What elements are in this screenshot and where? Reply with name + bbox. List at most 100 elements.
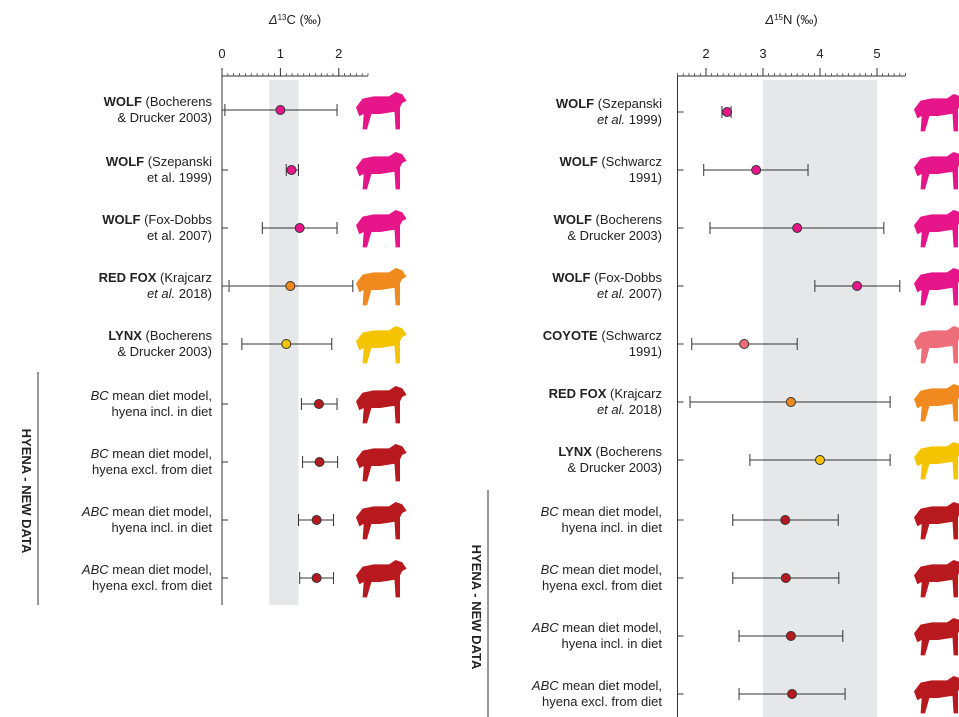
- text-part: C (‰): [286, 12, 321, 27]
- row-label: ABC mean diet model,: [81, 562, 212, 577]
- chart: Δ13C (‰)012WOLF (Bocherens& Drucker 2003…: [0, 0, 959, 717]
- text-part: hyena incl. in diet: [112, 404, 213, 419]
- row-label: ABC mean diet model,: [531, 678, 662, 693]
- row-label: et al. 2007): [147, 228, 212, 243]
- row-label: BC mean diet model,: [541, 504, 662, 519]
- text-part: mean diet model,: [109, 388, 212, 403]
- text-part: (Bocherens: [142, 94, 213, 109]
- animal-icon: [914, 618, 959, 655]
- row-label: LYNX (Bocherens: [558, 444, 662, 459]
- row-label: RED FOX (Krajcarz: [99, 270, 212, 285]
- row-label: WOLF (Schwarcz: [559, 154, 662, 169]
- text-part: et al.: [597, 286, 625, 301]
- text-part: mean diet model,: [109, 504, 212, 519]
- text-part: LYNX: [558, 444, 592, 459]
- text-part: 1991): [629, 170, 662, 185]
- row-label: et al. 2018): [147, 286, 212, 301]
- x-tick-label: 3: [759, 46, 766, 61]
- text-part: N (‰): [783, 12, 818, 27]
- row-label: et al. 1999): [597, 112, 662, 127]
- text-part: mean diet model,: [109, 562, 212, 577]
- text-part: hyena incl. in diet: [562, 520, 663, 535]
- x-tick-label: 5: [873, 46, 880, 61]
- animal-icon: [914, 442, 959, 479]
- row-label: & Drucker 2003): [117, 344, 212, 359]
- point: [853, 282, 862, 291]
- text-part: Δ: [764, 12, 774, 27]
- x-tick-label: 1: [277, 46, 284, 61]
- row-label: hyena excl. from diet: [542, 694, 662, 709]
- point: [287, 166, 296, 175]
- group-label: HYENA - NEW DATA: [469, 545, 484, 670]
- text-part: et al.: [597, 112, 625, 127]
- text-part: BC: [541, 562, 560, 577]
- point: [781, 516, 790, 525]
- animal-icon: [356, 92, 407, 129]
- text-part: 2018): [625, 402, 662, 417]
- row-label: hyena excl. from diet: [542, 578, 662, 593]
- text-part: WOLF: [102, 212, 140, 227]
- text-part: BC: [541, 504, 560, 519]
- text-part: et al. 1999): [147, 170, 212, 185]
- row-label: 1991): [629, 170, 662, 185]
- text-part: (Fox-Dobbs: [140, 212, 212, 227]
- text-part: (Krajcarz: [606, 386, 662, 401]
- row-label: hyena excl. from diet: [92, 578, 212, 593]
- text-part: WOLF: [106, 154, 144, 169]
- row-label: RED FOX (Krajcarz: [549, 386, 662, 401]
- text-part: mean diet model,: [559, 678, 662, 693]
- text-part: Δ: [268, 12, 278, 27]
- row-label: hyena excl. from diet: [92, 462, 212, 477]
- point: [312, 516, 321, 525]
- text-part: mean diet model,: [559, 620, 662, 635]
- row-label: 1991): [629, 344, 662, 359]
- point: [816, 456, 825, 465]
- row-label: WOLF (Szepanski: [556, 96, 662, 111]
- text-part: 1991): [629, 344, 662, 359]
- text-part: mean diet model,: [559, 562, 662, 577]
- row-label: ABC mean diet model,: [531, 620, 662, 635]
- x-tick-label: 4: [816, 46, 823, 61]
- row-label: WOLF (Fox-Dobbs: [102, 212, 212, 227]
- text-part: WOLF: [552, 270, 590, 285]
- x-tick-label: 2: [702, 46, 709, 61]
- animal-icon: [356, 326, 407, 363]
- axis-title: Δ15N (‰): [764, 12, 817, 27]
- point: [752, 166, 761, 175]
- text-part: & Drucker 2003): [117, 344, 212, 359]
- text-part: ABC: [531, 678, 559, 693]
- text-part: et al.: [147, 286, 175, 301]
- text-part: hyena excl. from diet: [92, 462, 212, 477]
- row-label: hyena incl. in diet: [562, 520, 663, 535]
- text-part: BC: [91, 388, 110, 403]
- text-part: WOLF: [556, 96, 594, 111]
- animal-icon: [914, 152, 959, 189]
- row-label: hyena incl. in diet: [112, 404, 213, 419]
- animal-icon: [356, 268, 407, 305]
- row-label: COYOTE (Schwarcz: [543, 328, 662, 343]
- point: [315, 458, 324, 467]
- reference-band: [763, 80, 877, 717]
- row-label: BC mean diet model,: [541, 562, 662, 577]
- animal-icon: [356, 444, 407, 481]
- text-part: mean diet model,: [559, 504, 662, 519]
- text-part: COYOTE: [543, 328, 598, 343]
- row-label: et al. 2018): [597, 402, 662, 417]
- text-part: hyena incl. in diet: [562, 636, 663, 651]
- text-part: WOLF: [104, 94, 142, 109]
- x-tick-label: 2: [335, 46, 342, 61]
- row-label: & Drucker 2003): [567, 460, 662, 475]
- row-label: hyena incl. in diet: [112, 520, 213, 535]
- animal-icon: [356, 386, 407, 423]
- animal-icon: [914, 326, 959, 363]
- animal-icon: [356, 152, 407, 189]
- point: [295, 224, 304, 233]
- row-label: WOLF (Szepanski: [106, 154, 212, 169]
- row-label: ABC mean diet model,: [81, 504, 212, 519]
- axis-title: Δ13C (‰): [268, 12, 321, 27]
- point: [286, 282, 295, 291]
- text-part: LYNX: [108, 328, 142, 343]
- text-part: et al.: [597, 402, 625, 417]
- text-part: hyena excl. from diet: [542, 578, 662, 593]
- text-part: ABC: [531, 620, 559, 635]
